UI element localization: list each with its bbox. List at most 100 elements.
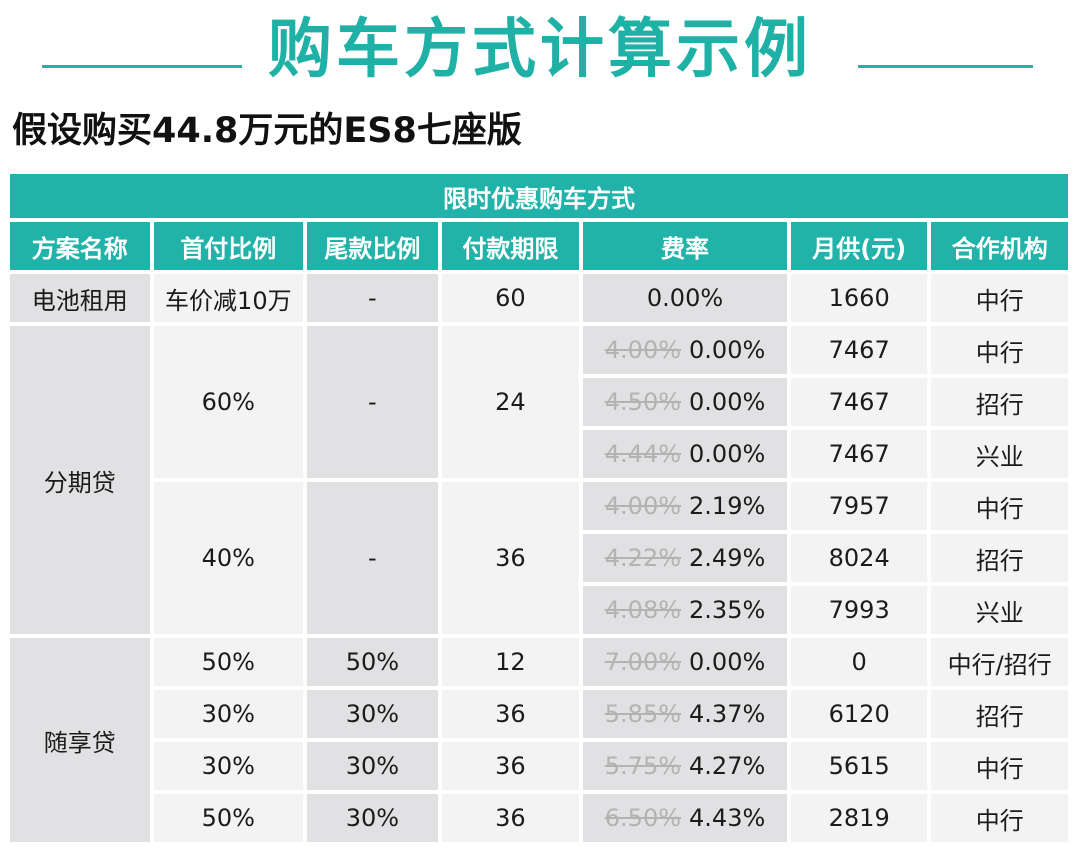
original-rate: 4.44% (604, 440, 682, 468)
balloon-cell: - (307, 482, 438, 634)
partner-cell: 中行 (931, 742, 1068, 790)
current-rate: 0.00% (646, 284, 724, 312)
current-rate: 4.27% (689, 752, 766, 780)
financing-table: 限时优惠购车方式 方案名称 首付比例 尾款比例 付款期限 费率 月供(元) 合作… (8, 170, 1070, 846)
down-payment-cell: 车价减10万 (153, 274, 304, 322)
monthly-cell: 7467 (790, 326, 928, 374)
table-row: 30% 30% 36 5.85% 4.37% 6120 招行 (10, 690, 1068, 738)
table-row: 4.08% 2.35% 7993 兴业 (10, 586, 1068, 634)
col-header-rate: 费率 (583, 222, 787, 270)
monthly-cell: 6120 (790, 690, 928, 738)
original-rate: 4.08% (604, 596, 682, 624)
page-subtitle: 假设购买44.8万元的ES8七座版 (12, 111, 522, 151)
term-cell: 36 (441, 482, 580, 634)
term-cell: 36 (441, 690, 580, 738)
balloon-cell: - (307, 326, 438, 478)
term-cell: 36 (441, 794, 580, 842)
down-payment-cell: 30% (153, 742, 304, 790)
col-header-partner: 合作机构 (931, 222, 1068, 270)
term-cell: 36 (441, 742, 580, 790)
table-banner: 限时优惠购车方式 (10, 174, 1068, 218)
rate-cell: 4.08% 2.35% (583, 586, 787, 634)
plan-name-cell: 分期贷 (10, 326, 150, 634)
original-rate: 5.85% (604, 700, 682, 728)
balloon-cell: 50% (307, 638, 438, 686)
original-rate: 4.00% (604, 336, 682, 364)
col-header-balloon: 尾款比例 (307, 222, 438, 270)
term-cell: 12 (441, 638, 580, 686)
current-rate: 0.00% (689, 336, 766, 364)
original-rate: 4.50% (604, 388, 682, 416)
term-cell: 24 (441, 326, 580, 478)
title-divider-left (42, 65, 242, 68)
original-rate: 5.75% (604, 752, 682, 780)
current-rate: 2.19% (689, 492, 766, 520)
current-rate: 4.37% (689, 700, 766, 728)
partner-cell: 招行 (931, 378, 1068, 426)
current-rate: 0.00% (689, 440, 766, 468)
table-row: 4.44% 0.00% 7467 兴业 (10, 430, 1068, 478)
monthly-cell: 5615 (790, 742, 928, 790)
partner-cell: 兴业 (931, 430, 1068, 478)
monthly-cell: 7993 (790, 586, 928, 634)
down-payment-cell: 60% (153, 326, 304, 478)
rate-cell: 0.00% (583, 274, 787, 322)
table-row: 4.22% 2.49% 8024 招行 (10, 534, 1068, 582)
partner-cell: 中行 (931, 274, 1068, 322)
table-row: 50% 30% 36 6.50% 4.43% 2819 中行 (10, 794, 1068, 842)
current-rate: 2.35% (689, 596, 766, 624)
balloon-cell: 30% (307, 742, 438, 790)
rate-cell: 5.75% 4.27% (583, 742, 787, 790)
partner-cell: 中行 (931, 794, 1068, 842)
page-title: 购车方式计算示例 (268, 13, 812, 87)
down-payment-cell: 30% (153, 690, 304, 738)
plan-name-cell: 电池租用 (10, 274, 150, 322)
title-divider-right (858, 65, 1033, 68)
rate-cell: 4.22% 2.49% (583, 534, 787, 582)
monthly-cell: 0 (790, 638, 928, 686)
partner-cell: 招行 (931, 534, 1068, 582)
table-row: 4.50% 0.00% 7467 招行 (10, 378, 1068, 426)
monthly-cell: 8024 (790, 534, 928, 582)
current-rate: 0.00% (689, 648, 766, 676)
rate-cell: 7.00% 0.00% (583, 638, 787, 686)
rate-cell: 4.00% 2.19% (583, 482, 787, 530)
term-cell: 60 (441, 274, 580, 322)
current-rate: 4.43% (689, 804, 766, 832)
original-rate: 4.00% (604, 492, 682, 520)
current-rate: 2.49% (689, 544, 766, 572)
col-header-down-payment: 首付比例 (153, 222, 304, 270)
balloon-cell: 30% (307, 690, 438, 738)
col-header-monthly: 月供(元) (790, 222, 928, 270)
partner-cell: 兴业 (931, 586, 1068, 634)
partner-cell: 中行/招行 (931, 638, 1068, 686)
original-rate: 7.00% (604, 648, 682, 676)
table-row: 40% - 36 4.00% 2.19% 7957 中行 (10, 482, 1068, 634)
monthly-cell: 2819 (790, 794, 928, 842)
original-rate: 6.50% (604, 804, 682, 832)
table-row: 分期贷 60% - 24 4.00% 0.00% 7467 中行 (10, 326, 1068, 634)
title-row: 购车方式计算示例 (0, 10, 1080, 90)
rate-cell: 4.50% 0.00% (583, 378, 787, 426)
col-header-term: 付款期限 (441, 222, 580, 270)
down-payment-cell: 40% (153, 482, 304, 634)
monthly-cell: 1660 (790, 274, 928, 322)
table-row: 随享贷 50% 50% 12 7.00% 0.00% 0 中行/招行 (10, 638, 1068, 842)
partner-cell: 中行 (931, 482, 1068, 530)
balloon-cell: - (307, 274, 438, 322)
rate-cell: 6.50% 4.43% (583, 794, 787, 842)
partner-cell: 中行 (931, 326, 1068, 374)
monthly-cell: 7957 (790, 482, 928, 530)
down-payment-cell: 50% (153, 638, 304, 686)
monthly-cell: 7467 (790, 430, 928, 478)
table-row: 电池租用 车价减10万 - 60 0.00% 1660 中行 (10, 274, 1068, 322)
monthly-cell: 7467 (790, 378, 928, 426)
balloon-cell: 30% (307, 794, 438, 842)
plan-name-cell: 随享贷 (10, 638, 150, 842)
table-row: 30% 30% 36 5.75% 4.27% 5615 中行 (10, 742, 1068, 790)
current-rate: 0.00% (689, 388, 766, 416)
col-header-plan: 方案名称 (10, 222, 150, 270)
partner-cell: 招行 (931, 690, 1068, 738)
rate-cell: 4.00% 0.00% (583, 326, 787, 374)
rate-cell: 5.85% 4.37% (583, 690, 787, 738)
